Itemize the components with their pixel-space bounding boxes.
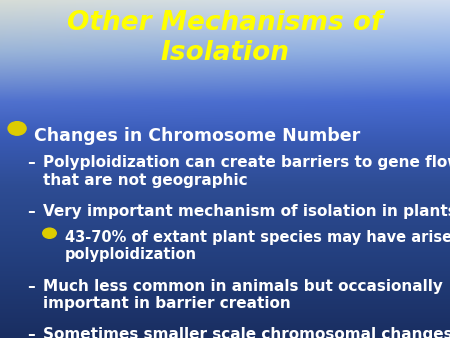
Text: Much less common in animals but occasionally
important in barrier creation: Much less common in animals but occasion… [43,279,443,311]
Circle shape [43,228,56,238]
Text: Sometimes smaller scale chromosomal changes
can cause speciation as well: Sometimes smaller scale chromosomal chan… [43,327,450,338]
Text: –: – [27,155,35,170]
Circle shape [8,122,26,135]
Text: Very important mechanism of isolation in plants: Very important mechanism of isolation in… [43,204,450,219]
Text: –: – [27,327,35,338]
Text: –: – [27,204,35,219]
Text: 43-70% of extant plant species may have arisen by
polyploidization: 43-70% of extant plant species may have … [65,230,450,262]
Text: Other Mechanisms of
Isolation: Other Mechanisms of Isolation [67,10,383,66]
Text: Polyploidization can create barriers to gene flow
that are not geographic: Polyploidization can create barriers to … [43,155,450,188]
Text: –: – [27,279,35,293]
Text: Changes in Chromosome Number: Changes in Chromosome Number [34,127,360,145]
